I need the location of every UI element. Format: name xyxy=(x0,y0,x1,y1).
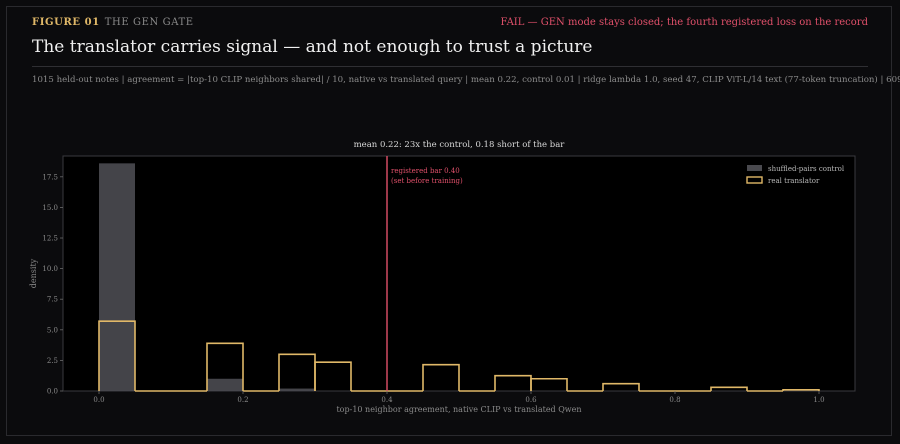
x-tick-label: 1.0 xyxy=(813,396,824,404)
control-bar xyxy=(279,388,315,391)
y-tick-label: 5.0 xyxy=(47,326,58,334)
threshold-note: (set before training) xyxy=(391,177,463,185)
header-divider xyxy=(32,66,868,67)
figure-frame xyxy=(6,6,892,436)
figure-name: THE GEN GATE xyxy=(104,17,194,28)
figure-number: FIGURE 01 xyxy=(32,17,100,28)
control-bar xyxy=(99,163,135,391)
real-bar xyxy=(314,361,352,391)
y-tick-label: 2.5 xyxy=(47,357,58,365)
y-tick-label: 10.0 xyxy=(42,265,58,273)
x-axis: 0.0 0.2 0.4 0.6 0.8 1.0 xyxy=(93,391,825,404)
x-tick-label: 0.6 xyxy=(525,396,537,404)
control-series xyxy=(99,163,315,391)
x-tick-label: 0.2 xyxy=(237,396,248,404)
y-axis-label: density xyxy=(29,258,38,288)
legend-swatch-control xyxy=(747,165,762,171)
real-bar xyxy=(206,342,244,391)
y-tick-label: 7.5 xyxy=(47,296,58,304)
y-tick-label: 12.5 xyxy=(42,235,58,243)
legend-label-control: shuffled-pairs control xyxy=(768,165,845,173)
real-series xyxy=(98,320,820,392)
x-tick-label: 0.4 xyxy=(381,396,393,404)
plot-background xyxy=(63,156,855,391)
real-bar xyxy=(422,363,460,391)
figure-caption: 1015 held-out notes | agreement = |top-1… xyxy=(32,75,900,85)
x-axis-label: top-10 neighbor agreement, native CLIP v… xyxy=(336,405,581,414)
real-bar xyxy=(782,388,820,391)
real-bar xyxy=(602,382,640,391)
real-bar xyxy=(710,386,748,391)
y-tick-label: 17.5 xyxy=(42,173,58,181)
status-banner: FAIL — GEN mode stays closed; the fourth… xyxy=(500,17,869,28)
page-title: The translator carries signal — and not … xyxy=(32,37,593,57)
x-tick-label: 0.0 xyxy=(93,396,104,404)
legend-label-real: real translator xyxy=(768,177,820,185)
control-bar xyxy=(207,378,243,391)
legend-swatch-real xyxy=(746,176,763,184)
real-bar xyxy=(530,377,568,391)
y-tick-label: 0.0 xyxy=(47,388,58,396)
chart-title: mean 0.22: 23x the control, 0.18 short o… xyxy=(354,140,566,150)
x-tick-label: 0.8 xyxy=(669,396,680,404)
threshold-label: registered bar 0.40 xyxy=(391,167,460,175)
y-tick-label: 15.0 xyxy=(42,204,58,212)
figure-label: FIGURE 01 THE GEN GATE xyxy=(32,17,194,28)
real-bar xyxy=(98,320,136,391)
legend: shuffled-pairs control real translator xyxy=(746,165,845,185)
y-axis: 0.0 2.5 5.0 7.5 10.0 12.5 15.0 17.5 xyxy=(42,173,63,396)
